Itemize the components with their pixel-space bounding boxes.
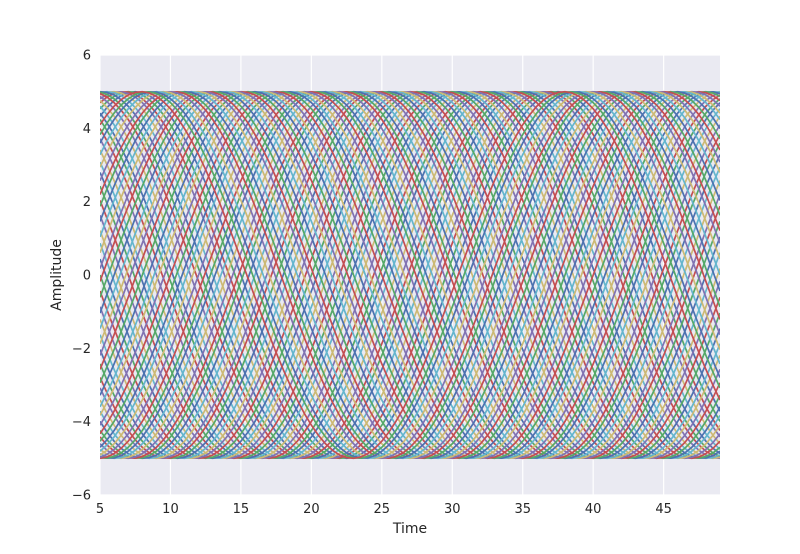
series-line — [100, 90, 720, 460]
series-line — [100, 90, 720, 460]
y-tick-label: −6 — [72, 489, 91, 504]
series-line — [100, 90, 720, 460]
series-line — [100, 90, 720, 460]
y-tick-label: 2 — [83, 195, 91, 210]
series-line — [100, 90, 720, 460]
series-line — [100, 90, 720, 460]
series-line — [100, 90, 720, 460]
x-tick-label: 10 — [162, 502, 179, 517]
series-line — [100, 90, 720, 460]
series-line — [100, 90, 720, 460]
series-line — [100, 90, 720, 460]
series-line — [100, 90, 720, 460]
series-line — [100, 90, 720, 460]
series-line — [100, 90, 720, 460]
x-tick-label: 20 — [303, 502, 320, 517]
y-tick-label: −2 — [72, 342, 91, 357]
series-line — [100, 90, 720, 460]
x-tick-label: 45 — [655, 502, 672, 517]
series-line — [100, 90, 720, 460]
series-line — [100, 90, 720, 460]
series-line — [100, 90, 720, 460]
series-line — [100, 90, 720, 460]
series-line — [100, 90, 720, 460]
series-line — [100, 90, 720, 460]
series-line — [100, 90, 720, 460]
y-tick-label: 0 — [83, 269, 91, 284]
series-line — [100, 90, 720, 460]
series-line — [100, 90, 720, 460]
y-axis-label: Amplitude — [49, 239, 65, 311]
x-tick-label: 5 — [96, 502, 104, 517]
series-line — [100, 90, 720, 460]
series-line — [100, 90, 720, 460]
series-line — [100, 90, 720, 460]
series-line — [100, 90, 720, 460]
x-axis-ticks: 5 10 15 20 25 30 35 40 45 — [96, 502, 672, 517]
series-line — [100, 90, 720, 460]
y-tick-label: −4 — [72, 415, 91, 430]
series-line — [100, 90, 720, 460]
series-line — [100, 90, 720, 460]
series-line — [100, 90, 720, 460]
series-line — [100, 90, 720, 460]
x-tick-label: 15 — [233, 502, 250, 517]
series-line — [100, 90, 720, 460]
series-line — [100, 90, 720, 460]
series-line — [100, 90, 720, 460]
series-line — [100, 90, 720, 460]
series-lines — [100, 90, 720, 460]
series-line — [100, 90, 720, 460]
x-tick-label: 35 — [514, 502, 531, 517]
series-line — [100, 90, 720, 460]
series-line — [100, 90, 720, 460]
series-line — [100, 90, 720, 460]
series-line — [100, 90, 720, 460]
x-tick-label: 30 — [444, 502, 461, 517]
series-line — [100, 90, 720, 460]
x-axis-label: Time — [392, 521, 427, 537]
series-line — [100, 90, 720, 460]
x-tick-label: 40 — [585, 502, 602, 517]
series-line — [100, 90, 720, 460]
series-line — [100, 90, 720, 460]
y-tick-label: 4 — [83, 122, 91, 137]
series-line — [100, 90, 720, 460]
series-line — [100, 90, 720, 460]
series-line — [100, 90, 720, 460]
x-tick-label: 25 — [374, 502, 391, 517]
y-tick-label: 6 — [83, 49, 91, 64]
series-line — [100, 90, 720, 460]
series-line — [100, 90, 720, 460]
series-line — [100, 90, 720, 460]
y-axis-ticks: −6 −4 −2 0 2 4 6 — [72, 49, 91, 504]
